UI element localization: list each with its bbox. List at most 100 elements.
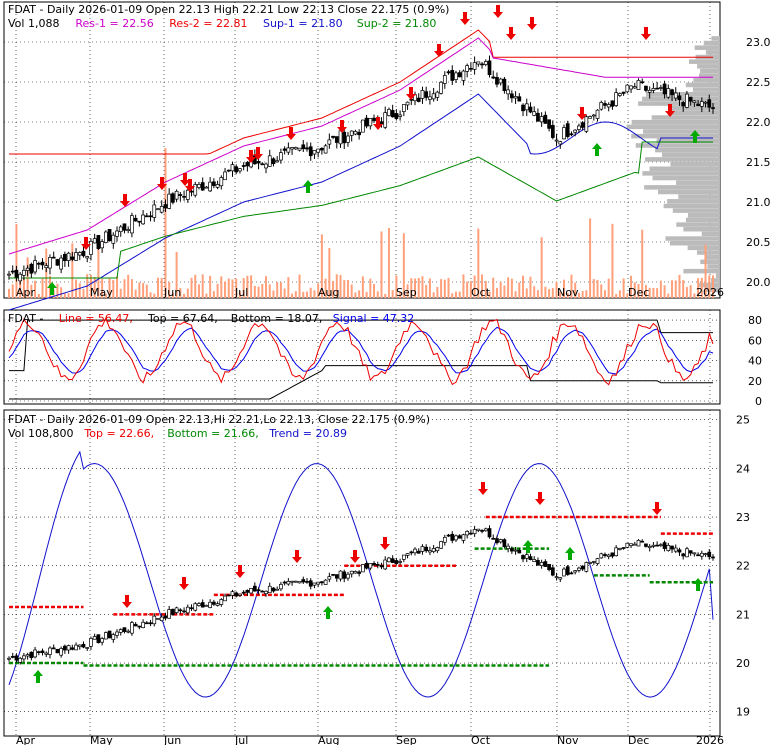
volume-bar [220, 276, 223, 298]
volume-bar [186, 288, 189, 298]
candle-body [446, 534, 451, 537]
trend-legend: FDAT - Daily 2026-01-09 Open 22.13,Hi 22… [8, 413, 430, 440]
volume-bar [250, 275, 253, 298]
candle-body [439, 541, 443, 549]
volume-bar [97, 248, 100, 298]
candle-body [472, 529, 477, 535]
candle-body [439, 81, 443, 94]
candle-body [442, 537, 447, 543]
candle-body [234, 166, 239, 173]
candle-body [70, 256, 75, 260]
candle-body [133, 623, 138, 627]
candle-body [92, 238, 97, 244]
candle-body [521, 104, 525, 112]
volume-bar [384, 293, 387, 298]
candle-body [29, 263, 34, 274]
candle-body [539, 562, 544, 566]
candle-body [14, 269, 19, 278]
volume-bar [71, 243, 74, 298]
sell-arrow-icon [157, 177, 167, 190]
candle-body [77, 252, 82, 256]
candle-body [621, 547, 626, 549]
candle-body [141, 621, 145, 628]
candle-body [241, 165, 246, 167]
candle-body [565, 566, 570, 575]
candle-body [44, 265, 49, 268]
volume-bar [339, 275, 342, 298]
candle-body [156, 208, 160, 211]
candle-body [282, 148, 287, 151]
y-tick-label: 22 [736, 560, 750, 573]
candle-body [591, 114, 596, 117]
candle-body [450, 533, 455, 541]
volume-bar [563, 279, 566, 298]
candle-body [510, 93, 514, 99]
candle-body [375, 564, 380, 566]
candle-body [353, 131, 358, 135]
candle-body [450, 70, 455, 81]
candle-body [431, 548, 436, 553]
candle-body [33, 260, 37, 273]
candle-body [603, 103, 607, 106]
candle-body [77, 644, 82, 647]
volume-profile-bar [703, 40, 720, 46]
candle-body [96, 634, 101, 644]
volume-bar [417, 278, 420, 298]
candle-body [636, 79, 641, 90]
candle-body [629, 543, 633, 546]
volume-bar [227, 278, 230, 298]
candle-body [699, 101, 704, 107]
volume-bar [488, 291, 491, 298]
volume-bar [67, 293, 70, 298]
volume-bar [335, 274, 338, 298]
legend-item: Bottom = 21.66, [167, 427, 259, 440]
volume-bar [130, 279, 133, 298]
candle-body [361, 119, 365, 133]
y-tick-label: 20 [736, 657, 750, 670]
candle-body [163, 615, 168, 619]
volume-bar [712, 275, 714, 298]
volume-bar [63, 293, 66, 298]
volume-profile-bar [651, 115, 720, 120]
candle-body [606, 104, 611, 108]
candle-body [327, 139, 332, 145]
legend-item: Res-2 = 22.81 [169, 17, 247, 30]
candle-body [498, 539, 503, 543]
candle-body [372, 563, 376, 566]
volume-profile-bar [689, 59, 720, 64]
candle-body [640, 81, 645, 84]
volume-profile-bar [656, 138, 720, 144]
candle-body [70, 647, 75, 650]
volume-bar [406, 284, 409, 298]
candle-body [14, 655, 19, 661]
candle-body [25, 267, 30, 271]
panel-frame-1 [3, 1, 721, 299]
volume-bar [320, 234, 323, 298]
candle-body [286, 147, 291, 153]
oscillator-top-line [9, 319, 713, 372]
candle-body [226, 594, 231, 597]
candle-body [290, 147, 294, 150]
volume-bar [78, 283, 81, 298]
candle-body [528, 556, 533, 560]
candle-body [275, 160, 280, 163]
price-panel: 23.0 22.5 22.0 21.5 21.0 20.5 20.0 Apr May Jun Jul… [4, 2, 771, 311]
candle-body [390, 110, 395, 118]
candle-body [457, 72, 462, 78]
candle-body [308, 146, 313, 157]
candle-body [405, 101, 410, 106]
candle-body [130, 215, 134, 234]
candle-body [379, 565, 384, 568]
volume-bar [265, 276, 268, 298]
volume-bar [11, 284, 14, 298]
volume-bar [447, 278, 450, 298]
candle-body [25, 654, 30, 657]
sell-arrow-icon [337, 120, 347, 133]
candle-body [122, 627, 127, 632]
volume-bar [30, 284, 33, 298]
candle-body [193, 603, 198, 611]
candle-body [647, 546, 652, 549]
candle-body [118, 226, 123, 233]
candle-body [267, 155, 272, 167]
x-tick-label: Nov [557, 286, 579, 299]
